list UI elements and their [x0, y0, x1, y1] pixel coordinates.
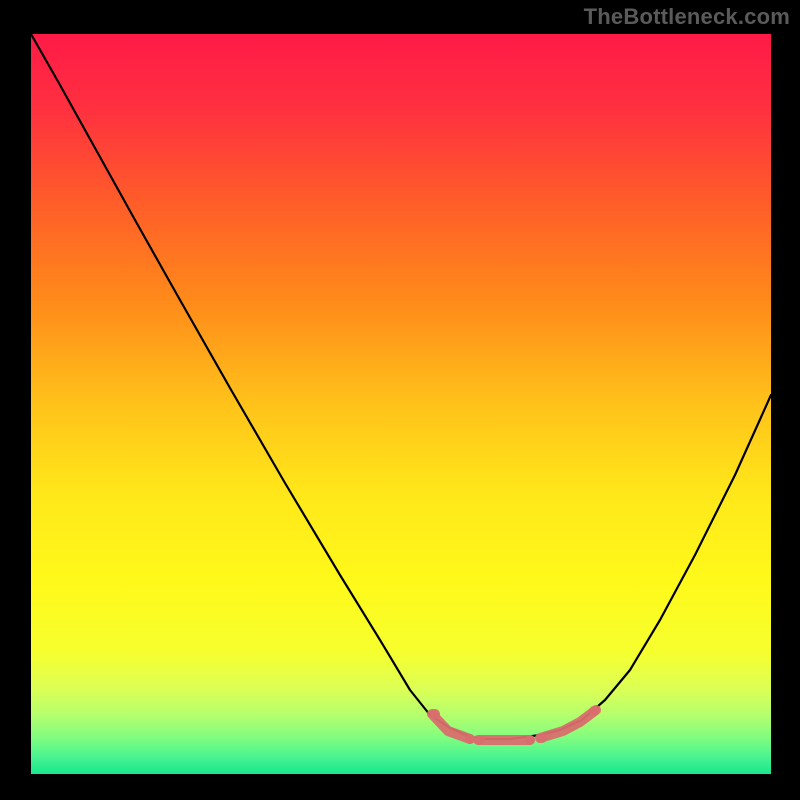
- gradient-background: [31, 34, 771, 774]
- valley-highlight-dot: [589, 706, 599, 716]
- stage: TheBottleneck.com: [0, 0, 800, 800]
- valley-highlight-dot: [537, 733, 547, 743]
- valley-highlight-dot: [475, 735, 485, 745]
- valley-highlight-dot: [465, 734, 475, 744]
- valley-highlight-dot: [430, 709, 440, 719]
- bottleneck-chart: [0, 0, 800, 800]
- valley-highlight-dot: [525, 735, 535, 745]
